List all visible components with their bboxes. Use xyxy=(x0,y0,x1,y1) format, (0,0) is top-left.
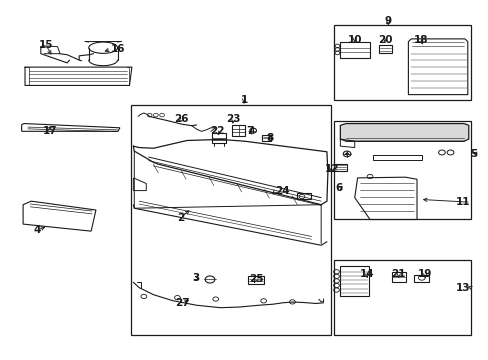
Text: 19: 19 xyxy=(417,269,431,279)
Text: 22: 22 xyxy=(209,126,224,136)
Text: 6: 6 xyxy=(335,184,342,193)
Text: 27: 27 xyxy=(175,298,189,308)
Text: 3: 3 xyxy=(192,273,199,283)
Text: 7: 7 xyxy=(246,126,253,136)
Bar xyxy=(333,260,470,334)
Text: 15: 15 xyxy=(39,40,53,50)
Text: 16: 16 xyxy=(111,44,125,54)
Bar xyxy=(333,121,470,219)
Text: 4: 4 xyxy=(34,225,41,235)
Text: 26: 26 xyxy=(174,114,188,124)
Circle shape xyxy=(345,153,348,155)
Text: 8: 8 xyxy=(266,133,273,143)
Text: 20: 20 xyxy=(377,35,391,45)
Bar xyxy=(131,104,330,334)
Text: 17: 17 xyxy=(42,126,57,136)
Text: 5: 5 xyxy=(469,149,476,159)
Text: 12: 12 xyxy=(324,164,338,174)
Text: 2: 2 xyxy=(177,213,184,223)
Polygon shape xyxy=(340,123,468,141)
Text: 25: 25 xyxy=(248,274,263,284)
Text: 9: 9 xyxy=(384,15,391,26)
Bar xyxy=(333,25,470,100)
Text: 21: 21 xyxy=(391,269,405,279)
Text: 23: 23 xyxy=(226,114,240,124)
Text: 24: 24 xyxy=(275,186,289,196)
Text: 1: 1 xyxy=(240,95,247,105)
Text: 11: 11 xyxy=(455,197,470,207)
Text: 14: 14 xyxy=(359,269,374,279)
Text: 10: 10 xyxy=(347,35,361,45)
Text: 13: 13 xyxy=(455,283,470,293)
Text: 18: 18 xyxy=(413,35,427,45)
